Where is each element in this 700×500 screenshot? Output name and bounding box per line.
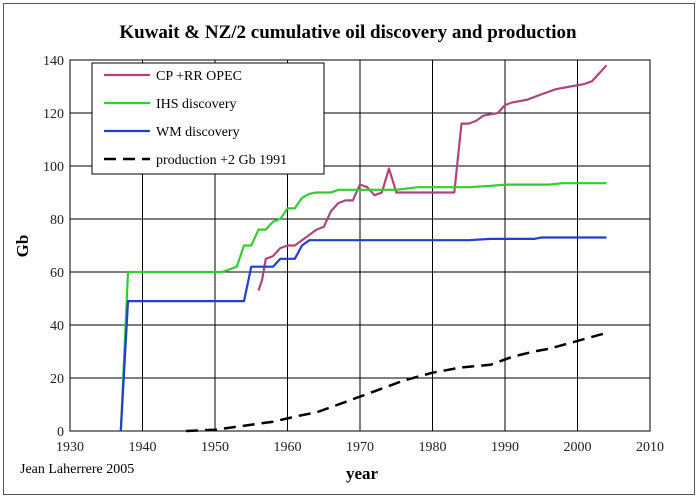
legend-box — [91, 62, 325, 175]
y-tick-label: 40 — [50, 319, 64, 334]
legend: CP +RR OPEC IHS discovery WM discovery prod… — [91, 62, 325, 175]
series-line-2 — [119, 182, 607, 432]
legend-label-2: IHS discovery — [156, 97, 237, 112]
series-lines — [119, 64, 608, 433]
x-axis-label: year — [346, 464, 379, 483]
chart-frame — [3, 3, 695, 495]
x-tick-label: 2010 — [636, 440, 664, 455]
x-tick-label: 1990 — [491, 440, 519, 455]
x-tick-label: 1940 — [129, 440, 157, 455]
series-line-4 — [185, 331, 607, 433]
y-tick-label: 80 — [50, 213, 64, 228]
credit-text: Jean Laherrere 2005 — [20, 462, 134, 477]
x-tick-label: 1930 — [56, 440, 84, 455]
y-tick-label: 100 — [43, 160, 64, 175]
x-tick-label: 2000 — [564, 440, 592, 455]
y-tick-label: 120 — [43, 107, 64, 122]
y-tick-label: 60 — [50, 266, 64, 281]
chart-title: Kuwait & NZ/2 cumulative oil discovery a… — [119, 22, 577, 43]
legend-label-1: CP +RR OPEC — [156, 69, 242, 84]
y-axis-label: Gb — [13, 235, 32, 258]
legend-label-4: production +2 Gb 1991 — [156, 153, 287, 168]
plot-area — [69, 59, 651, 432]
x-tick-label: 1980 — [419, 440, 447, 455]
tick-labels: 1930 1940 1950 1960 1970 1980 1990 2000 2010 0 20 4… — [43, 54, 664, 455]
x-tick-label: 1970 — [346, 440, 374, 455]
series-line-3 — [119, 236, 607, 432]
legend-label-3: WM discovery — [156, 125, 240, 140]
x-tick-label: 1950 — [201, 440, 229, 455]
y-tick-label: 140 — [43, 54, 64, 69]
y-tick-label: 20 — [50, 372, 64, 387]
x-tick-label: 1960 — [274, 440, 302, 455]
y-tick-label: 0 — [57, 425, 64, 440]
series-line-1 — [257, 64, 608, 291]
